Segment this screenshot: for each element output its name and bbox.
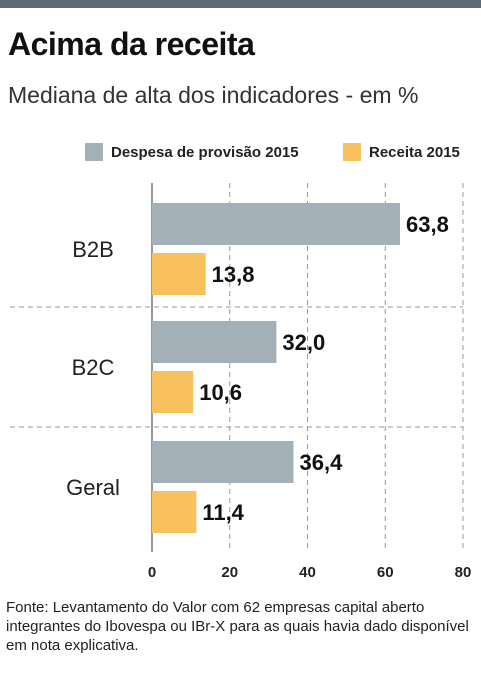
chart-subtitle: Mediana de alta dos indicadores - em % [8,82,419,108]
data-label: 32,0 [282,330,325,355]
legend-label-receita: Receita 2015 [369,143,460,161]
bar [152,253,206,295]
legend-label-despesa: Despesa de provisão 2015 [111,143,299,161]
data-label: 13,8 [212,262,255,287]
legend: Despesa de provisão 2015 Receita 2015 [0,143,481,167]
footnote: Fonte: Levantamento do Valor com 62 empr… [6,599,469,654]
category-label: B2B [72,237,114,262]
x-tick-label: 20 [221,564,238,581]
top-accent-bar [0,0,481,8]
legend-item-despesa: Despesa de provisão 2015 [85,143,299,161]
x-tick-label: 60 [377,564,394,581]
bar [152,203,401,245]
x-tick-label: 0 [148,564,156,581]
data-label: 10,6 [199,380,242,405]
x-tick-label: 80 [455,564,472,581]
bar [152,491,197,533]
category-label: B2C [72,355,115,380]
category-label: Geral [66,475,120,500]
data-label: 11,4 [202,500,244,525]
bar-chart: 0 20 40 60 80 B2B B2C Geral 63,8 32,0 36,4 13,8 10,6… [10,183,472,581]
data-label: 36,4 [300,450,344,475]
chart-title: Acima da receita [8,26,255,62]
legend-item-receita: Receita 2015 [343,143,460,161]
legend-swatch-despesa [85,143,103,161]
bar [152,371,194,413]
legend-swatch-receita [343,143,361,161]
bar [152,441,294,483]
x-tick-label: 40 [299,564,316,581]
data-label: 63,8 [406,212,449,237]
bar [152,321,277,363]
